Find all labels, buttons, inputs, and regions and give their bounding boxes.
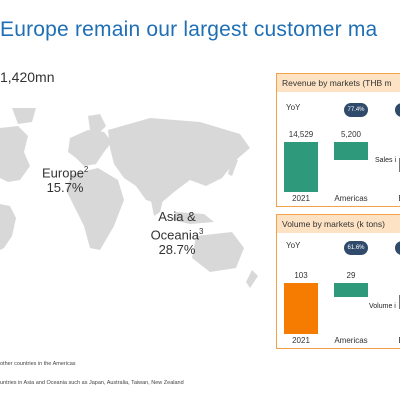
map-greenland xyxy=(12,108,36,124)
map-new-zealand xyxy=(246,270,258,288)
revenue-yoy-label: YoY xyxy=(286,103,301,112)
footnote-asia: untries in Asia and Oceania such as Japa… xyxy=(0,380,184,386)
europe-footnote-marker: 2 xyxy=(83,165,89,174)
revenue-axis-label-1: Americas xyxy=(334,194,368,203)
volume-note: Volume i xyxy=(369,303,396,310)
europe-share: 15.7% xyxy=(46,180,84,196)
revenue-axis-label-0: 2021 xyxy=(292,194,310,203)
map-india xyxy=(150,196,164,216)
volume-yoy-pill-2 xyxy=(395,241,400,255)
volume-yoy-pill: 61.6% xyxy=(344,241,368,255)
volume-panel-header: Volume by markets (k tons) xyxy=(277,215,400,233)
revenue-panel-header: Revenue by markets (THB m xyxy=(277,74,400,92)
map-africa xyxy=(66,168,124,250)
asia-name-line1: Asia & xyxy=(158,209,196,224)
map-indonesia xyxy=(172,212,214,224)
asia-share: 28.7% xyxy=(158,242,196,258)
map-australia xyxy=(192,232,244,272)
map-south-america xyxy=(0,204,16,250)
total-value: 1,420mn xyxy=(0,69,55,85)
map-scandinavia xyxy=(88,114,106,134)
map-north-america xyxy=(0,126,30,182)
map-europe xyxy=(68,130,112,166)
asia-oceania-label: Asia & Oceania3 28.7% xyxy=(147,209,207,257)
revenue-yoy-pill-2 xyxy=(395,103,400,117)
volume-value-label-0: 103 xyxy=(294,271,308,280)
page-title: Europe remain our largest customer ma xyxy=(0,18,378,41)
volume-yoy-label: YoY xyxy=(286,241,301,250)
volume-axis-label-2: E xyxy=(376,336,400,345)
asia-footnote-marker: 3 xyxy=(198,227,204,236)
volume-bar-0 xyxy=(284,283,318,334)
revenue-axis-label-2: E xyxy=(376,194,400,203)
footnote-americas: other countries in the Americas xyxy=(0,361,76,367)
volume-axis-label-1: Americas xyxy=(334,336,368,345)
map-asia xyxy=(108,118,250,204)
revenue-note: Sales i xyxy=(375,157,397,164)
volume-bar-1 xyxy=(334,283,368,298)
volume-value-label-1: 29 xyxy=(346,271,356,280)
map-japan xyxy=(228,158,238,176)
europe-label: Europe2 15.7% xyxy=(42,162,88,195)
revenue-chart: 2021 14,529 Americas 5,200 E xyxy=(277,126,400,206)
revenue-yoy-pill: 77.4% xyxy=(344,103,368,117)
revenue-bar-0 xyxy=(284,142,318,192)
asia-name-line2: Oceania xyxy=(150,227,199,243)
revenue-bar-1 xyxy=(334,142,368,160)
revenue-value-label-0: 14,529 xyxy=(288,130,314,139)
volume-panel: Volume by markets (k tons) YoY 61.6% 202… xyxy=(276,214,400,349)
revenue-value-label-1: 5,200 xyxy=(340,130,362,139)
volume-axis-label-0: 2021 xyxy=(292,336,310,345)
revenue-panel: Revenue by markets (THB m YoY 77.4% 2021… xyxy=(276,73,400,207)
europe-name: Europe xyxy=(42,165,84,181)
world-map xyxy=(0,108,258,288)
volume-chart: 2021 103 Americas 29 E xyxy=(277,267,400,348)
